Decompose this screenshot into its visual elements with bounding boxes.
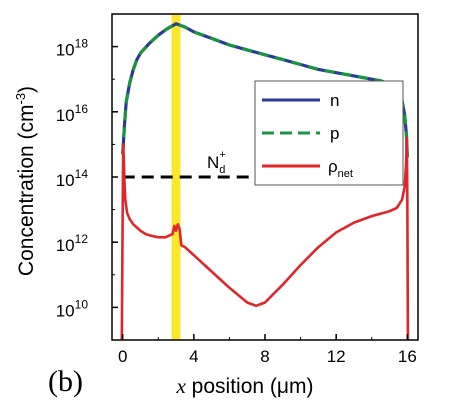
x-axis-label: x position (μm): [176, 374, 314, 398]
highlight-band-layer: [171, 14, 181, 340]
y-tick-label: 1016: [56, 102, 89, 125]
legend-label-rho-net: ρnet: [328, 157, 353, 180]
x-tick-label: 4: [189, 347, 198, 366]
y-tick-label: 1012: [56, 232, 89, 255]
legend-box: [254, 80, 404, 186]
y-tick-label: 1018: [56, 37, 89, 60]
highlight-band: [171, 14, 181, 340]
y-tick-label: 1014: [56, 167, 89, 190]
legend: n p ρnet: [254, 80, 404, 186]
x-tick-label: 8: [260, 347, 269, 366]
x-tick-label: 12: [327, 347, 346, 366]
y-axis-label: Concentration (cm-3): [13, 86, 38, 276]
legend-label-n: n: [330, 91, 339, 110]
ticks-layer: 0 4 8 12 16 1010 1012 1014 1016 1018: [56, 13, 417, 366]
legend-label-p: p: [330, 124, 339, 143]
x-tick-label: 0: [118, 347, 127, 366]
series-rho-net-line: [120, 136, 410, 341]
x-tick-label: 16: [398, 347, 417, 366]
nd-annotation: Nd+: [207, 149, 226, 176]
panel-label: (b): [48, 365, 83, 398]
y-tick-label: 1010: [56, 297, 89, 320]
